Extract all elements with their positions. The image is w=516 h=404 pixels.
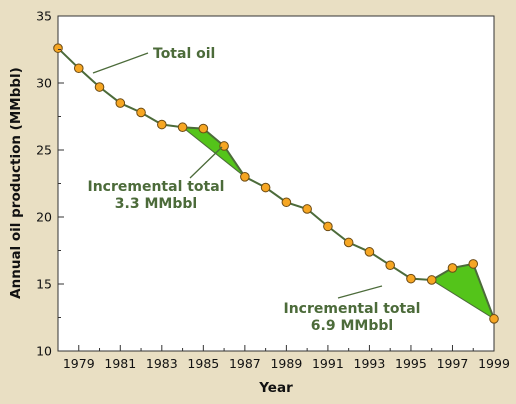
y-tick-label: 30: [36, 76, 52, 91]
x-axis-title: Year: [258, 380, 293, 396]
y-axis-ticks: 10 15 20 25 30 35: [36, 9, 64, 359]
incremental-label-2-line1: Incremental total: [284, 301, 421, 317]
x-tick-label: 1995: [395, 356, 427, 371]
data-point: [240, 172, 250, 182]
incremental-regions: [182, 126, 495, 320]
data-point: [136, 107, 146, 118]
data-point: [426, 275, 437, 285]
data-point: [115, 98, 126, 108]
data-point: [260, 182, 271, 193]
y-tick-label: 35: [36, 9, 52, 24]
incremental-region-2: [431, 263, 494, 319]
data-point: [406, 273, 416, 284]
series-line-total-oil: [57, 47, 495, 320]
y-tick-label: 10: [36, 344, 52, 359]
annotation-leaders: [92, 52, 383, 299]
x-tick-label: 1985: [187, 356, 219, 371]
y-tick-label: 15: [36, 277, 52, 292]
x-tick-label: 1981: [104, 356, 136, 371]
x-tick-label: 1983: [146, 356, 178, 371]
x-tick-label: 1991: [312, 356, 344, 371]
data-point: [323, 221, 333, 232]
data-point: [489, 314, 499, 324]
x-tick-label: 1997: [437, 356, 469, 371]
data-point: [468, 259, 479, 269]
data-point: [53, 43, 63, 53]
incremental-baseline-1: [182, 126, 246, 178]
data-markers: [53, 43, 499, 324]
x-tick-label: 1989: [270, 356, 302, 371]
data-point: [447, 263, 458, 273]
x-axis-ticks: 1979 1981 1983 1985 1987 1989 1991 1993 1995 1997…: [57, 345, 510, 371]
data-point: [198, 123, 209, 134]
x-tick-label: 1987: [229, 356, 261, 371]
x-tick-label: 1993: [354, 356, 386, 371]
data-point: [219, 141, 229, 151]
incremental-label-2-line2: 6.9 MMbbl: [311, 318, 393, 334]
incremental-label-1-line1: Incremental total: [88, 179, 225, 195]
total-oil-leader: [92, 52, 149, 74]
y-tick-label: 20: [36, 210, 52, 225]
y-axis-title: Annual oil production (MMbbl): [8, 67, 24, 299]
y-tick-label: 25: [36, 143, 52, 158]
series-lines: [57, 47, 495, 320]
x-tick-label: 1979: [63, 356, 95, 371]
incremental-baseline-2: [431, 279, 495, 320]
total-oil-label: Total oil: [153, 46, 215, 62]
incremental-leader-1: [189, 146, 223, 179]
incremental-label-1-line2: 3.3 MMbbl: [115, 196, 197, 212]
incremental-leader-2: [337, 285, 383, 299]
data-point: [281, 197, 292, 208]
data-point: [94, 82, 105, 92]
data-point: [157, 119, 167, 130]
data-point: [385, 260, 395, 271]
data-point: [302, 204, 312, 214]
data-point: [177, 122, 188, 133]
x-tick-label: 1999: [478, 356, 510, 371]
data-point: [343, 237, 354, 248]
data-point: [73, 63, 84, 74]
plot-area: [57, 15, 495, 352]
data-point: [364, 247, 375, 257]
